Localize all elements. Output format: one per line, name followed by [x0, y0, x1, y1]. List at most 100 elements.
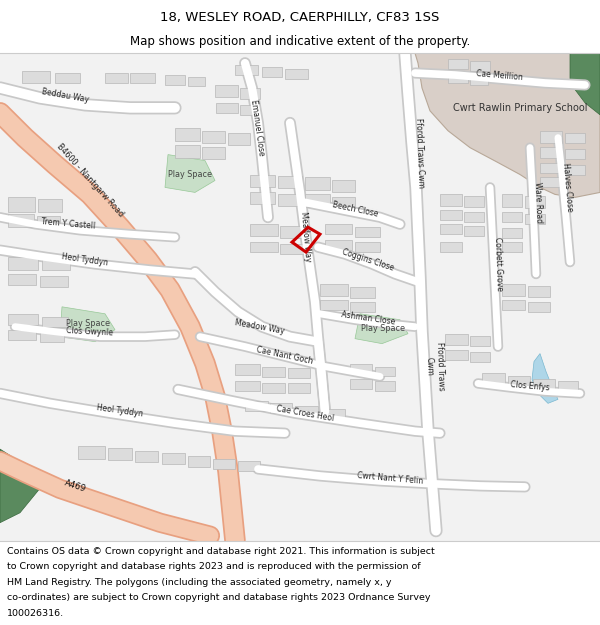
- Polygon shape: [280, 244, 308, 254]
- Polygon shape: [235, 364, 260, 376]
- Polygon shape: [262, 67, 282, 77]
- Text: to Crown copyright and database rights 2023 and is reproduced with the permissio: to Crown copyright and database rights 2…: [7, 562, 421, 571]
- Polygon shape: [565, 164, 585, 174]
- Polygon shape: [464, 196, 484, 208]
- Polygon shape: [22, 71, 50, 83]
- Polygon shape: [355, 314, 408, 344]
- Polygon shape: [540, 147, 562, 158]
- Text: Cae Meillion: Cae Meillion: [476, 69, 524, 82]
- Polygon shape: [322, 409, 345, 419]
- Text: Meadow Way: Meadow Way: [235, 318, 286, 336]
- Text: Beech Close: Beech Close: [331, 200, 379, 219]
- Polygon shape: [540, 131, 562, 142]
- Polygon shape: [37, 216, 60, 227]
- Polygon shape: [570, 53, 600, 115]
- Polygon shape: [320, 284, 348, 296]
- Polygon shape: [440, 224, 462, 234]
- Polygon shape: [533, 379, 555, 389]
- Polygon shape: [440, 211, 462, 220]
- Polygon shape: [320, 300, 348, 310]
- Text: Heol Tyddyn: Heol Tyddyn: [96, 404, 144, 419]
- Polygon shape: [250, 224, 278, 236]
- Polygon shape: [525, 214, 545, 224]
- Polygon shape: [262, 366, 285, 378]
- Polygon shape: [40, 332, 64, 342]
- Text: Clos Enfys: Clos Enfys: [510, 380, 550, 392]
- Polygon shape: [202, 147, 225, 159]
- Text: Cwrt Rawlin Primary School: Cwrt Rawlin Primary School: [453, 103, 587, 113]
- Polygon shape: [448, 59, 468, 69]
- Polygon shape: [238, 461, 260, 471]
- Polygon shape: [540, 162, 562, 172]
- Text: co-ordinates) are subject to Crown copyright and database rights 2023 Ordnance S: co-ordinates) are subject to Crown copyr…: [7, 593, 431, 602]
- Polygon shape: [355, 228, 380, 237]
- Polygon shape: [305, 194, 330, 208]
- Polygon shape: [305, 177, 330, 191]
- Polygon shape: [464, 213, 484, 222]
- Polygon shape: [250, 174, 275, 188]
- Polygon shape: [445, 334, 468, 344]
- Polygon shape: [175, 144, 200, 158]
- Polygon shape: [375, 381, 395, 391]
- Polygon shape: [470, 75, 488, 85]
- Text: 100026316.: 100026316.: [7, 609, 64, 618]
- Text: Map shows position and indicative extent of the property.: Map shows position and indicative extent…: [130, 35, 470, 48]
- Text: Beddau Way: Beddau Way: [41, 88, 89, 104]
- Polygon shape: [565, 132, 585, 142]
- Polygon shape: [508, 376, 530, 386]
- Polygon shape: [325, 240, 352, 250]
- Text: Cwrt Nant Y Felin: Cwrt Nant Y Felin: [356, 471, 424, 485]
- Polygon shape: [250, 192, 275, 204]
- Polygon shape: [288, 383, 310, 393]
- Polygon shape: [108, 448, 132, 460]
- Polygon shape: [135, 451, 158, 462]
- Polygon shape: [8, 214, 34, 228]
- Polygon shape: [78, 446, 105, 459]
- Polygon shape: [235, 65, 258, 75]
- Polygon shape: [528, 302, 550, 312]
- Polygon shape: [162, 453, 185, 464]
- Text: Cae Croes Heol: Cae Croes Heol: [275, 404, 334, 422]
- Polygon shape: [60, 307, 115, 342]
- Polygon shape: [502, 284, 525, 296]
- Polygon shape: [502, 242, 522, 252]
- Polygon shape: [355, 242, 380, 252]
- Polygon shape: [528, 286, 550, 297]
- Polygon shape: [0, 449, 42, 522]
- Polygon shape: [165, 154, 215, 192]
- Polygon shape: [42, 317, 68, 327]
- Text: Coggins Close: Coggins Close: [341, 248, 395, 272]
- Polygon shape: [445, 349, 468, 359]
- Polygon shape: [216, 103, 238, 113]
- Text: Emanuel Close: Emanuel Close: [248, 99, 265, 156]
- Polygon shape: [278, 176, 302, 188]
- Polygon shape: [270, 403, 292, 413]
- Text: Ffordd Traws Cwm: Ffordd Traws Cwm: [414, 118, 426, 188]
- Text: Halves Close: Halves Close: [562, 162, 575, 212]
- Polygon shape: [105, 73, 128, 83]
- Polygon shape: [525, 196, 545, 208]
- Text: Heol Tyddyn: Heol Tyddyn: [61, 253, 109, 268]
- Text: Clos Gwynle: Clos Gwynle: [67, 326, 113, 338]
- Text: Ffordd Traws
Cwm: Ffordd Traws Cwm: [424, 342, 446, 391]
- Polygon shape: [130, 73, 155, 83]
- Polygon shape: [502, 300, 525, 310]
- Polygon shape: [558, 381, 578, 391]
- Polygon shape: [470, 336, 490, 346]
- Text: Meadow Way: Meadow Way: [299, 212, 313, 262]
- Polygon shape: [565, 149, 585, 159]
- Polygon shape: [165, 75, 185, 85]
- Text: Ashman Close: Ashman Close: [341, 311, 395, 327]
- Polygon shape: [502, 213, 522, 222]
- Text: Ware Road: Ware Road: [533, 182, 543, 223]
- Polygon shape: [464, 226, 484, 236]
- Polygon shape: [278, 194, 302, 206]
- Polygon shape: [350, 364, 372, 374]
- Polygon shape: [175, 127, 200, 141]
- Polygon shape: [250, 242, 278, 252]
- Polygon shape: [280, 226, 308, 238]
- Text: Play Space: Play Space: [361, 324, 405, 333]
- Polygon shape: [245, 401, 268, 411]
- Polygon shape: [262, 383, 285, 393]
- Polygon shape: [42, 259, 70, 270]
